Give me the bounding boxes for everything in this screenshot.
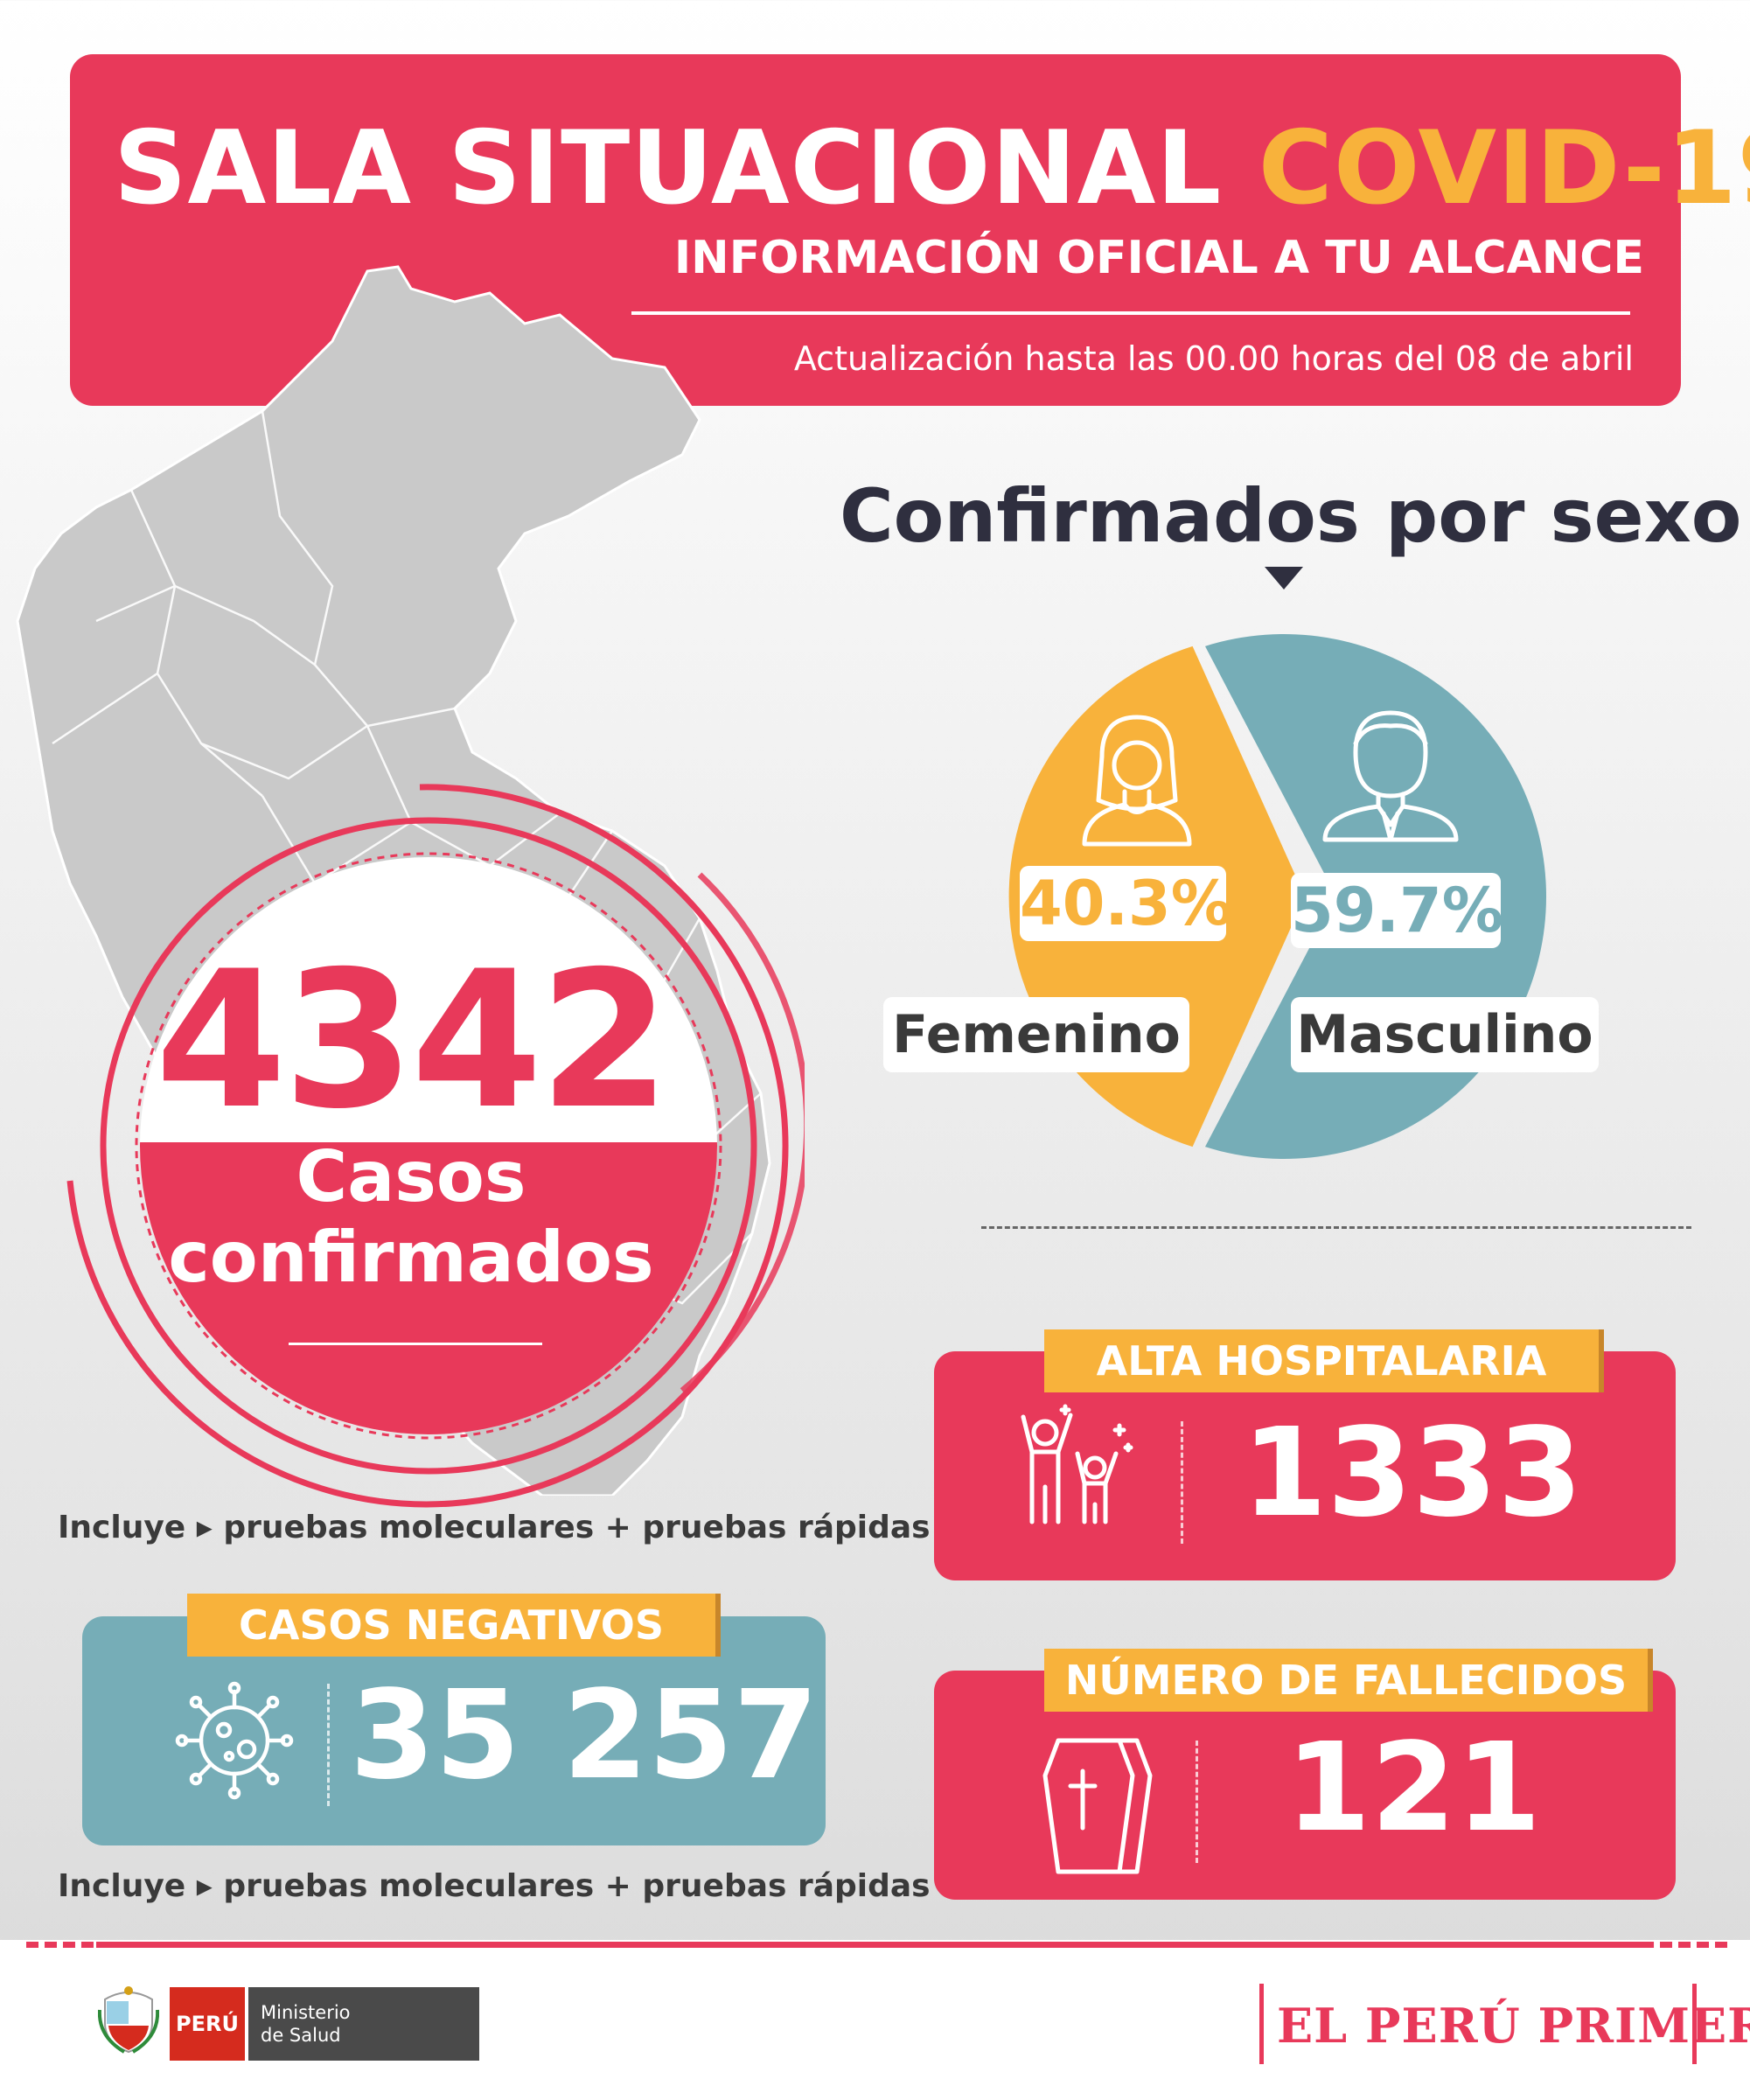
slogan-frame (1259, 1984, 1697, 2064)
confirmed-number: 4342 (155, 931, 670, 1150)
negativos-tab: CASOS NEGATIVOS (187, 1594, 715, 1657)
footer-solid-line (96, 1942, 1653, 1948)
confirmed-circle (66, 784, 805, 1508)
page-subtitle: INFORMACIÓN OFICIAL A TU ALCANCE (673, 232, 1644, 284)
male-percent: 59.7% (1291, 873, 1503, 948)
man-icon (1322, 710, 1459, 842)
confirmed-divider (289, 1343, 542, 1345)
male-label: Masculino (1291, 997, 1599, 1072)
confirmed-note: Incluye ▸ pruebas moleculares + pruebas … (58, 1510, 931, 1545)
down-arrow-icon (1265, 567, 1303, 590)
coat-of-arms-icon (98, 1986, 159, 2054)
female-percent: 40.3% (1020, 866, 1232, 941)
title-accent: COVID-19 (1258, 109, 1750, 227)
header-divider (631, 311, 1630, 315)
coffin-icon (1042, 1738, 1153, 1874)
page-title: SALA SITUACIONAL COVID-19 (114, 103, 1750, 234)
alta-number: 1333 (1242, 1402, 1583, 1545)
fallecidos-tab: NÚMERO DE FALLECIDOS (1044, 1649, 1648, 1712)
negativos-number: 35 257 (350, 1664, 819, 1807)
ministerio-logo: Ministerio de Salud (248, 1987, 479, 2061)
negativos-note: Incluye ▸ pruebas moleculares + pruebas … (58, 1868, 931, 1904)
alta-separator (1181, 1421, 1183, 1544)
section-divider (981, 1226, 1691, 1229)
fallecidos-separator (1196, 1741, 1198, 1863)
update-timestamp: Actualización hasta las 00.00 horas del … (793, 339, 1634, 378)
woman-icon (1082, 715, 1192, 847)
female-label: Femenino (883, 997, 1189, 1072)
virus-icon (175, 1681, 294, 1800)
sex-chart-title: Confirmados por sexo (840, 473, 1742, 559)
slogan: EL PERÚ PRIMERO (1277, 1998, 1750, 2054)
peru-logo: PERÚ (170, 1987, 245, 2061)
negativos-separator (327, 1684, 330, 1806)
confirmed-label: Casos confirmados (168, 1136, 654, 1298)
alta-tab: ALTA HOSPITALARIA (1044, 1329, 1599, 1392)
celebrating-people-icon (1021, 1404, 1133, 1524)
fallecidos-number: 121 (1286, 1717, 1542, 1859)
